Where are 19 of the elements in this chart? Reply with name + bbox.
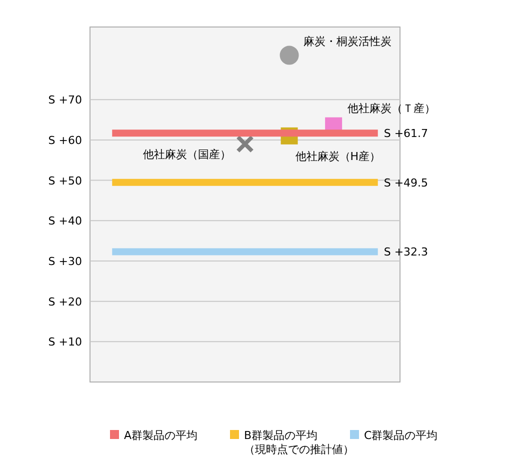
data-label: S +61.7: [384, 127, 428, 140]
legend-label: A群製品の平均: [124, 429, 198, 442]
y-tick-label: S +20: [48, 295, 82, 308]
y-tick-label: S +30: [48, 254, 82, 268]
series-label: 他社麻炭（H産）: [295, 150, 381, 163]
series-label: 他社麻炭（国産）: [143, 148, 231, 161]
y-tick-label: S +50: [48, 174, 82, 188]
data-label: S +49.5: [384, 176, 428, 190]
point: [236, 134, 254, 153]
y-tick-label: S +70: [48, 94, 82, 107]
legend-label: B群製品の平均（現時点での推計値）: [244, 429, 354, 456]
point: [280, 46, 299, 65]
series-label: 麻炭・桐炭活性炭: [303, 35, 392, 48]
data-label: S +32.3: [384, 246, 428, 259]
series-label: 他社麻炭（Ｔ産）: [348, 102, 436, 115]
y-tick-label: S +10: [48, 336, 82, 349]
legend-label: C群製品の平均: [364, 429, 438, 442]
y-tick-label: S +40: [48, 214, 82, 228]
y-tick-label: S +60: [48, 134, 82, 147]
